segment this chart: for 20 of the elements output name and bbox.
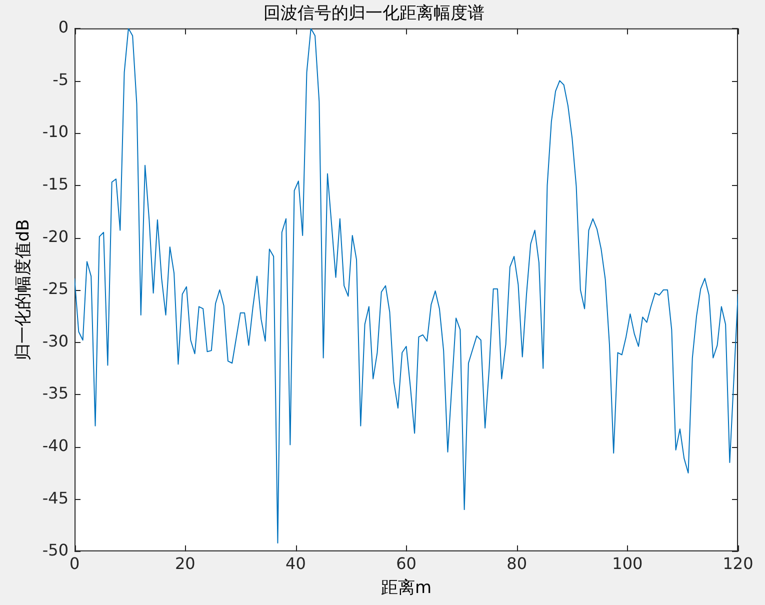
x-tick-label: 60 bbox=[396, 554, 416, 574]
y-tick-label: -35 bbox=[42, 384, 69, 403]
y-axis-title: 归一化的幅度值dB bbox=[14, 219, 34, 361]
y-tick-label: -45 bbox=[42, 488, 69, 508]
y-tick-label: -20 bbox=[42, 226, 69, 246]
x-tick-label: 20 bbox=[174, 554, 196, 574]
x-tick-label: 120 bbox=[722, 554, 754, 574]
chart-title: 回波信号的归一化距离幅度谱 bbox=[264, 4, 484, 24]
x-tick-label: 100 bbox=[612, 554, 643, 574]
y-tick-label: -10 bbox=[42, 122, 69, 142]
x-tick-label: 80 bbox=[506, 554, 528, 574]
y-tick-label: -25 bbox=[42, 279, 69, 298]
x-axis-title: 距离m bbox=[380, 578, 432, 598]
y-tick-label: -30 bbox=[42, 331, 69, 350]
x-tick-label: 40 bbox=[286, 554, 306, 574]
y-tick-label: -40 bbox=[42, 436, 69, 455]
y-tick-label: -5 bbox=[52, 70, 69, 89]
y-tick-label: -15 bbox=[42, 174, 69, 194]
y-tick-label: 0 bbox=[58, 18, 69, 37]
y-tick-label: -50 bbox=[42, 540, 69, 560]
